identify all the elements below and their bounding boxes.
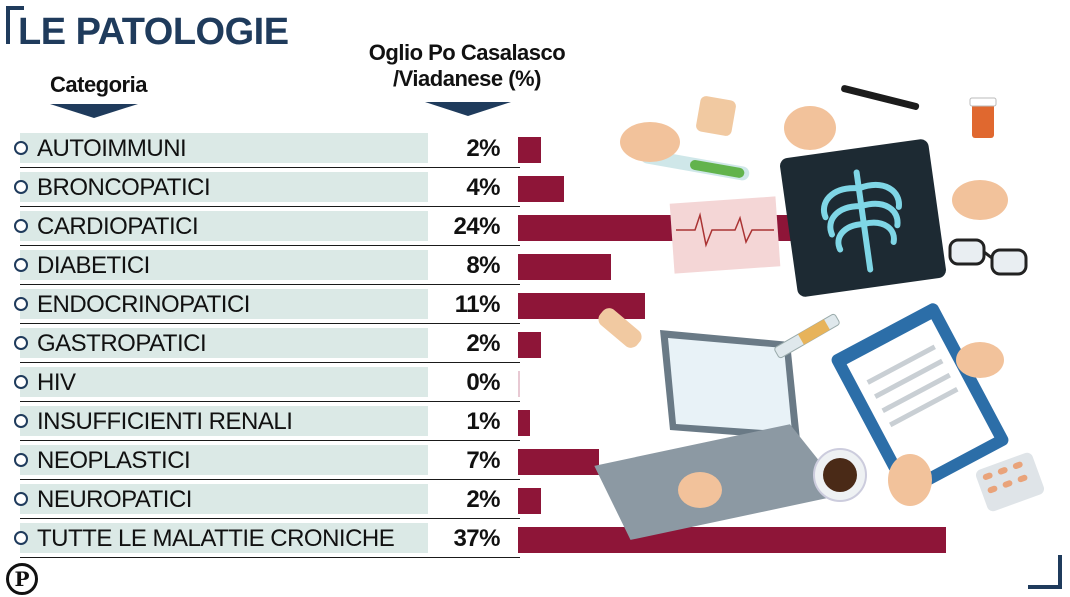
bullet-circle-icon [14, 414, 28, 428]
row-background-band [20, 172, 428, 202]
bar [518, 488, 542, 514]
value-header-line-2: /Viadanese (%) [393, 66, 541, 91]
bullet-circle-icon [14, 336, 28, 350]
value-label: 4% [466, 174, 500, 201]
row-background-band [20, 328, 428, 358]
row-background-band [20, 133, 428, 163]
corner-bracket-bottom-right [1028, 555, 1062, 589]
coffee-cup-icon [813, 448, 867, 502]
xray-image-icon [780, 139, 946, 297]
row-divider [20, 206, 520, 207]
publisher-logo: P [6, 563, 38, 595]
category-label: AUTOIMMUNI [37, 135, 187, 162]
row-background-band [20, 250, 428, 280]
category-label: BRONCOPATICI [37, 174, 211, 201]
category-label: TUTTE LE MALATTIE CRONICHE [37, 525, 395, 552]
bar [518, 254, 611, 280]
value-label: 8% [466, 252, 500, 279]
laptop-icon [594, 330, 846, 540]
category-column-header: Categoria [50, 72, 147, 97]
chart-row: HIV 0% [0, 363, 1070, 402]
bar [518, 137, 542, 163]
value-label: 11% [454, 291, 501, 318]
row-divider [20, 518, 520, 519]
chart-row: ENDOCRINOPATICI 11% [0, 285, 1070, 324]
clipboard-icon [831, 303, 1009, 497]
category-label: HIV [37, 369, 76, 396]
pills-icon [969, 97, 1045, 512]
medical-illustration [594, 85, 1045, 540]
row-background-band [20, 523, 428, 553]
ecg-chart-icon [669, 196, 781, 274]
row-background-band [20, 367, 428, 397]
row-divider [20, 245, 520, 246]
chart-row: NEOPLASTICI 7% [0, 441, 1070, 480]
value-label: 2% [466, 486, 500, 513]
page-title: LE PATOLOGIE [18, 11, 289, 53]
bullet-circle-icon [14, 453, 28, 467]
chart-row: GASTROPATICI 2% [0, 324, 1070, 363]
row-background-band [20, 406, 428, 436]
bullet-circle-icon [14, 258, 28, 272]
category-label: DIABETICI [37, 252, 150, 279]
bullet-circle-icon [14, 141, 28, 155]
bullet-circle-icon [14, 219, 28, 233]
category-label: CARDIOPATICI [37, 213, 199, 240]
bandage-icon [598, 96, 736, 348]
corner-bracket-top-left [6, 6, 24, 44]
category-label: NEUROPATICI [37, 486, 192, 513]
row-background-band [20, 211, 428, 241]
value-label: 24% [453, 213, 500, 240]
bullet-circle-icon [14, 375, 28, 389]
row-divider [20, 479, 520, 480]
category-label: NEOPLASTICI [37, 447, 191, 474]
bar [518, 176, 565, 202]
chart-row: DIABETICI 8% [0, 246, 1070, 285]
bar [518, 332, 542, 358]
bullet-circle-icon [14, 180, 28, 194]
chart-row: BRONCOPATICI 4% [0, 168, 1070, 207]
bar [518, 293, 646, 319]
category-label: INSUFFICIENTI RENALI [37, 408, 293, 435]
value-label: 1% [466, 408, 500, 435]
category-header-arrow [50, 104, 138, 118]
doctor-hands-icon [620, 106, 1008, 508]
bullet-circle-icon [14, 531, 28, 545]
bullet-circle-icon [14, 492, 28, 506]
chart-row: TUTTE LE MALATTIE CRONICHE 37% [0, 519, 1070, 558]
row-divider [20, 323, 520, 324]
bar [518, 410, 530, 436]
value-header-line-1: Oglio Po Casalasco [368, 40, 566, 65]
value-label: 0% [466, 369, 500, 396]
row-divider [20, 284, 520, 285]
value-label: 2% [466, 330, 500, 357]
chart-row: AUTOIMMUNI 2% [0, 129, 1070, 168]
glasses-icon [948, 238, 1028, 276]
value-column-header: Oglio Po Casalasco /Viadanese (%) [362, 40, 572, 92]
chart-row: NEUROPATICI 2% [0, 480, 1070, 519]
row-background-band [20, 289, 428, 319]
bar [518, 371, 520, 397]
row-background-band [20, 484, 428, 514]
category-label: GASTROPATICI [37, 330, 207, 357]
bullet-circle-icon [14, 297, 28, 311]
row-background-band [20, 445, 428, 475]
row-divider [20, 167, 520, 168]
row-divider [20, 401, 520, 402]
value-header-arrow [425, 102, 511, 116]
pen-icon [841, 85, 920, 110]
value-label: 7% [466, 447, 500, 474]
value-label: 37% [453, 525, 500, 552]
row-divider [20, 557, 520, 558]
value-label: 2% [466, 135, 500, 162]
syringe-icon [774, 313, 840, 359]
category-label: ENDOCRINOPATICI [37, 291, 250, 318]
row-divider [20, 362, 520, 363]
chart-row: INSUFFICIENTI RENALI 1% [0, 402, 1070, 441]
bar [518, 527, 946, 553]
row-divider [20, 440, 520, 441]
bar [518, 449, 599, 475]
